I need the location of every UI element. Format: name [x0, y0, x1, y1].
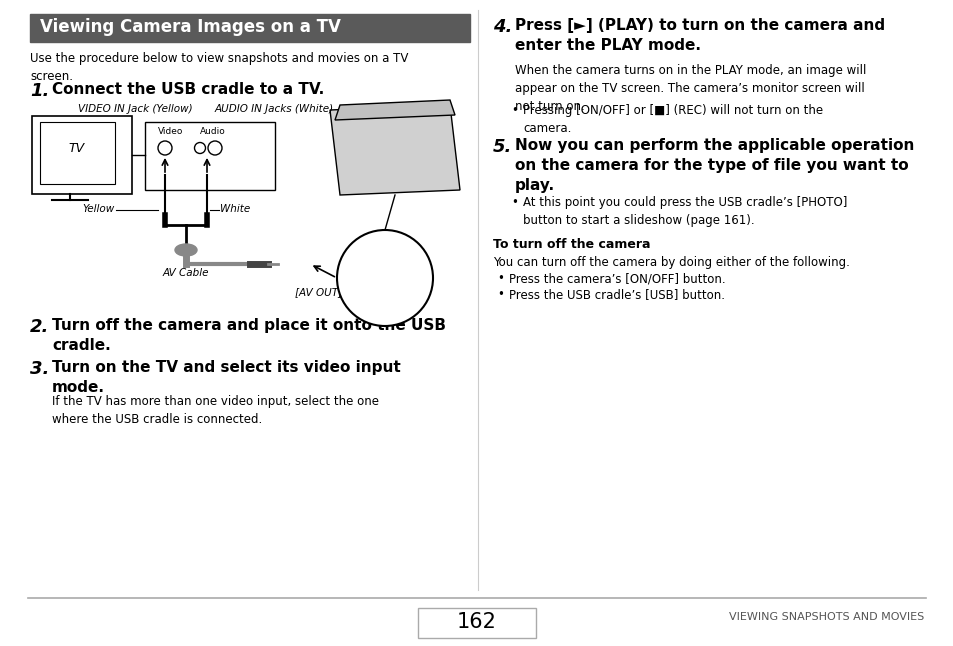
- Text: Now you can perform the applicable operation
on the camera for the type of file : Now you can perform the applicable opera…: [515, 138, 913, 193]
- Text: Video: Video: [158, 127, 183, 136]
- Text: VIEWING SNAPSHOTS AND MOVIES: VIEWING SNAPSHOTS AND MOVIES: [728, 612, 923, 622]
- Circle shape: [194, 143, 205, 154]
- Circle shape: [158, 141, 172, 155]
- Text: VIDEO IN Jack (Yellow): VIDEO IN Jack (Yellow): [78, 104, 193, 114]
- Polygon shape: [330, 105, 459, 195]
- Text: At this point you could press the USB cradle’s [PHOTO]
button to start a slidesh: At this point you could press the USB cr…: [522, 196, 846, 227]
- Text: To turn off the camera: To turn off the camera: [493, 238, 650, 251]
- Text: Press the camera’s [ON/OFF] button.: Press the camera’s [ON/OFF] button.: [509, 272, 725, 285]
- Text: Turn on the TV and select its video input
mode.: Turn on the TV and select its video inpu…: [52, 360, 400, 395]
- Text: 4.: 4.: [493, 18, 512, 36]
- Circle shape: [336, 230, 433, 326]
- Text: •: •: [497, 272, 503, 285]
- Ellipse shape: [174, 244, 196, 256]
- Text: AV Cable: AV Cable: [163, 268, 209, 278]
- Text: When the camera turns on in the PLAY mode, an image will
appear on the TV screen: When the camera turns on in the PLAY mod…: [515, 64, 865, 113]
- Text: •: •: [497, 288, 503, 301]
- Text: Audio: Audio: [200, 127, 226, 136]
- Text: 1.: 1.: [30, 82, 50, 100]
- Text: Press [►] (PLAY) to turn on the camera and
enter the PLAY mode.: Press [►] (PLAY) to turn on the camera a…: [515, 18, 884, 53]
- Bar: [417, 608, 536, 638]
- Text: Use the procedure below to view snapshots and movies on a TV
screen.: Use the procedure below to view snapshot…: [30, 52, 408, 83]
- Text: •: •: [511, 196, 517, 209]
- Bar: [40, 122, 115, 184]
- Text: [AV OUT] (AV output port): [AV OUT] (AV output port): [295, 288, 430, 298]
- Text: TV: TV: [69, 141, 85, 154]
- Text: You can turn off the camera by doing either of the following.: You can turn off the camera by doing eit…: [493, 256, 849, 269]
- Bar: [32, 116, 132, 194]
- Text: •: •: [511, 104, 517, 117]
- Text: AUDIO IN Jacks (White): AUDIO IN Jacks (White): [214, 104, 334, 114]
- Text: 162: 162: [456, 612, 497, 632]
- Text: Yellow: Yellow: [83, 204, 115, 214]
- Text: Viewing Camera Images on a TV: Viewing Camera Images on a TV: [40, 18, 340, 36]
- Text: 2.: 2.: [30, 318, 50, 336]
- Polygon shape: [335, 100, 455, 120]
- Text: Pressing [ON/OFF] or [■] (REC) will not turn on the
camera.: Pressing [ON/OFF] or [■] (REC) will not …: [522, 104, 822, 135]
- Text: 5.: 5.: [493, 138, 512, 156]
- Text: Press the USB cradle’s [USB] button.: Press the USB cradle’s [USB] button.: [509, 288, 724, 301]
- Text: White: White: [220, 204, 250, 214]
- Bar: [30, 14, 470, 42]
- Text: If the TV has more than one video input, select the one
where the USB cradle is : If the TV has more than one video input,…: [52, 395, 378, 426]
- Text: 3.: 3.: [30, 360, 50, 378]
- Text: Connect the USB cradle to a TV.: Connect the USB cradle to a TV.: [52, 82, 324, 97]
- Text: Turn off the camera and place it onto the USB
cradle.: Turn off the camera and place it onto th…: [52, 318, 446, 353]
- Circle shape: [208, 141, 222, 155]
- Bar: [145, 122, 274, 190]
